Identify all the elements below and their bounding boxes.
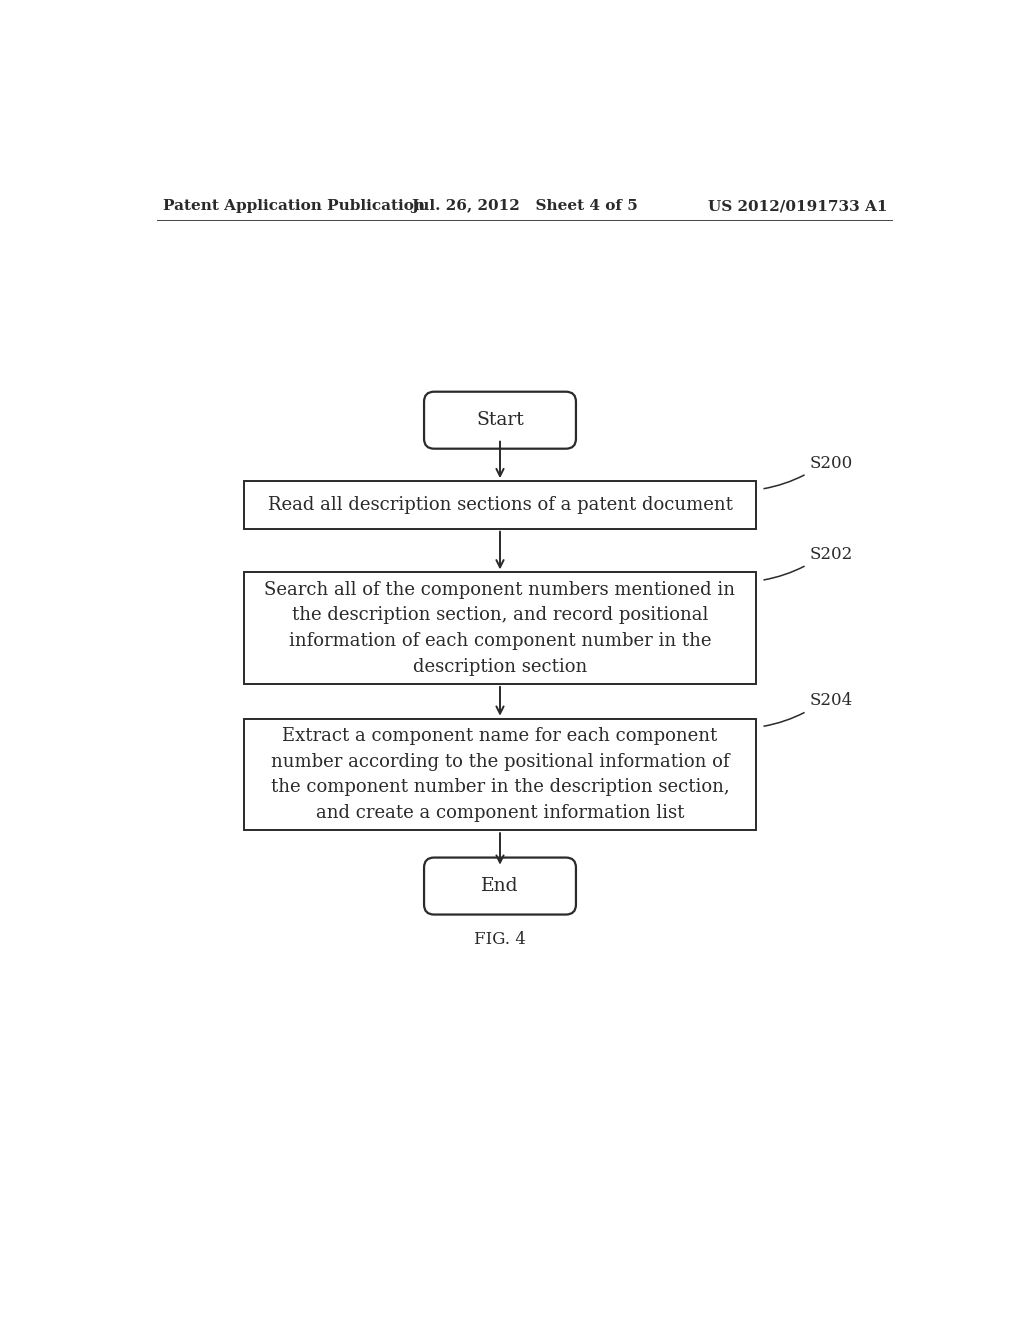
Text: Read all description sections of a patent document: Read all description sections of a paten…: [267, 496, 732, 513]
FancyBboxPatch shape: [424, 858, 575, 915]
Text: Start: Start: [476, 412, 524, 429]
Text: US 2012/0191733 A1: US 2012/0191733 A1: [708, 199, 888, 213]
Text: S200: S200: [810, 455, 853, 471]
Text: FIG. 4: FIG. 4: [474, 932, 526, 949]
Text: S202: S202: [810, 546, 853, 564]
Bar: [245, 718, 756, 830]
Text: Jul. 26, 2012   Sheet 4 of 5: Jul. 26, 2012 Sheet 4 of 5: [412, 199, 638, 213]
Bar: [245, 573, 756, 684]
Text: Extract a component name for each component
number according to the positional i: Extract a component name for each compon…: [270, 727, 729, 822]
FancyBboxPatch shape: [424, 392, 575, 449]
Text: Search all of the component numbers mentioned in
the description section, and re: Search all of the component numbers ment…: [264, 581, 735, 676]
Text: S204: S204: [810, 692, 853, 709]
Text: Patent Application Publication: Patent Application Publication: [163, 199, 425, 213]
Bar: [245, 480, 756, 529]
Text: End: End: [481, 876, 519, 895]
